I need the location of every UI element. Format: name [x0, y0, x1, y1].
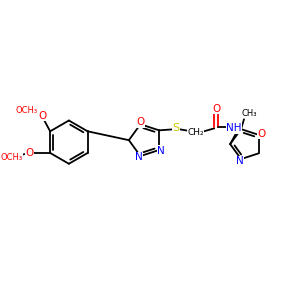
Text: O: O — [136, 117, 145, 127]
Text: N: N — [157, 146, 165, 156]
Text: O: O — [257, 129, 266, 139]
Text: O: O — [212, 104, 220, 114]
Text: CH₂: CH₂ — [187, 128, 204, 137]
Text: O: O — [26, 148, 34, 158]
Text: N: N — [135, 152, 142, 162]
Text: N: N — [236, 156, 244, 166]
Text: NH: NH — [226, 123, 242, 134]
Text: OCH₃: OCH₃ — [1, 153, 23, 162]
Text: OCH₃: OCH₃ — [16, 106, 38, 115]
Text: S: S — [172, 123, 179, 134]
Text: CH₃: CH₃ — [241, 109, 257, 118]
Text: O: O — [38, 111, 46, 121]
